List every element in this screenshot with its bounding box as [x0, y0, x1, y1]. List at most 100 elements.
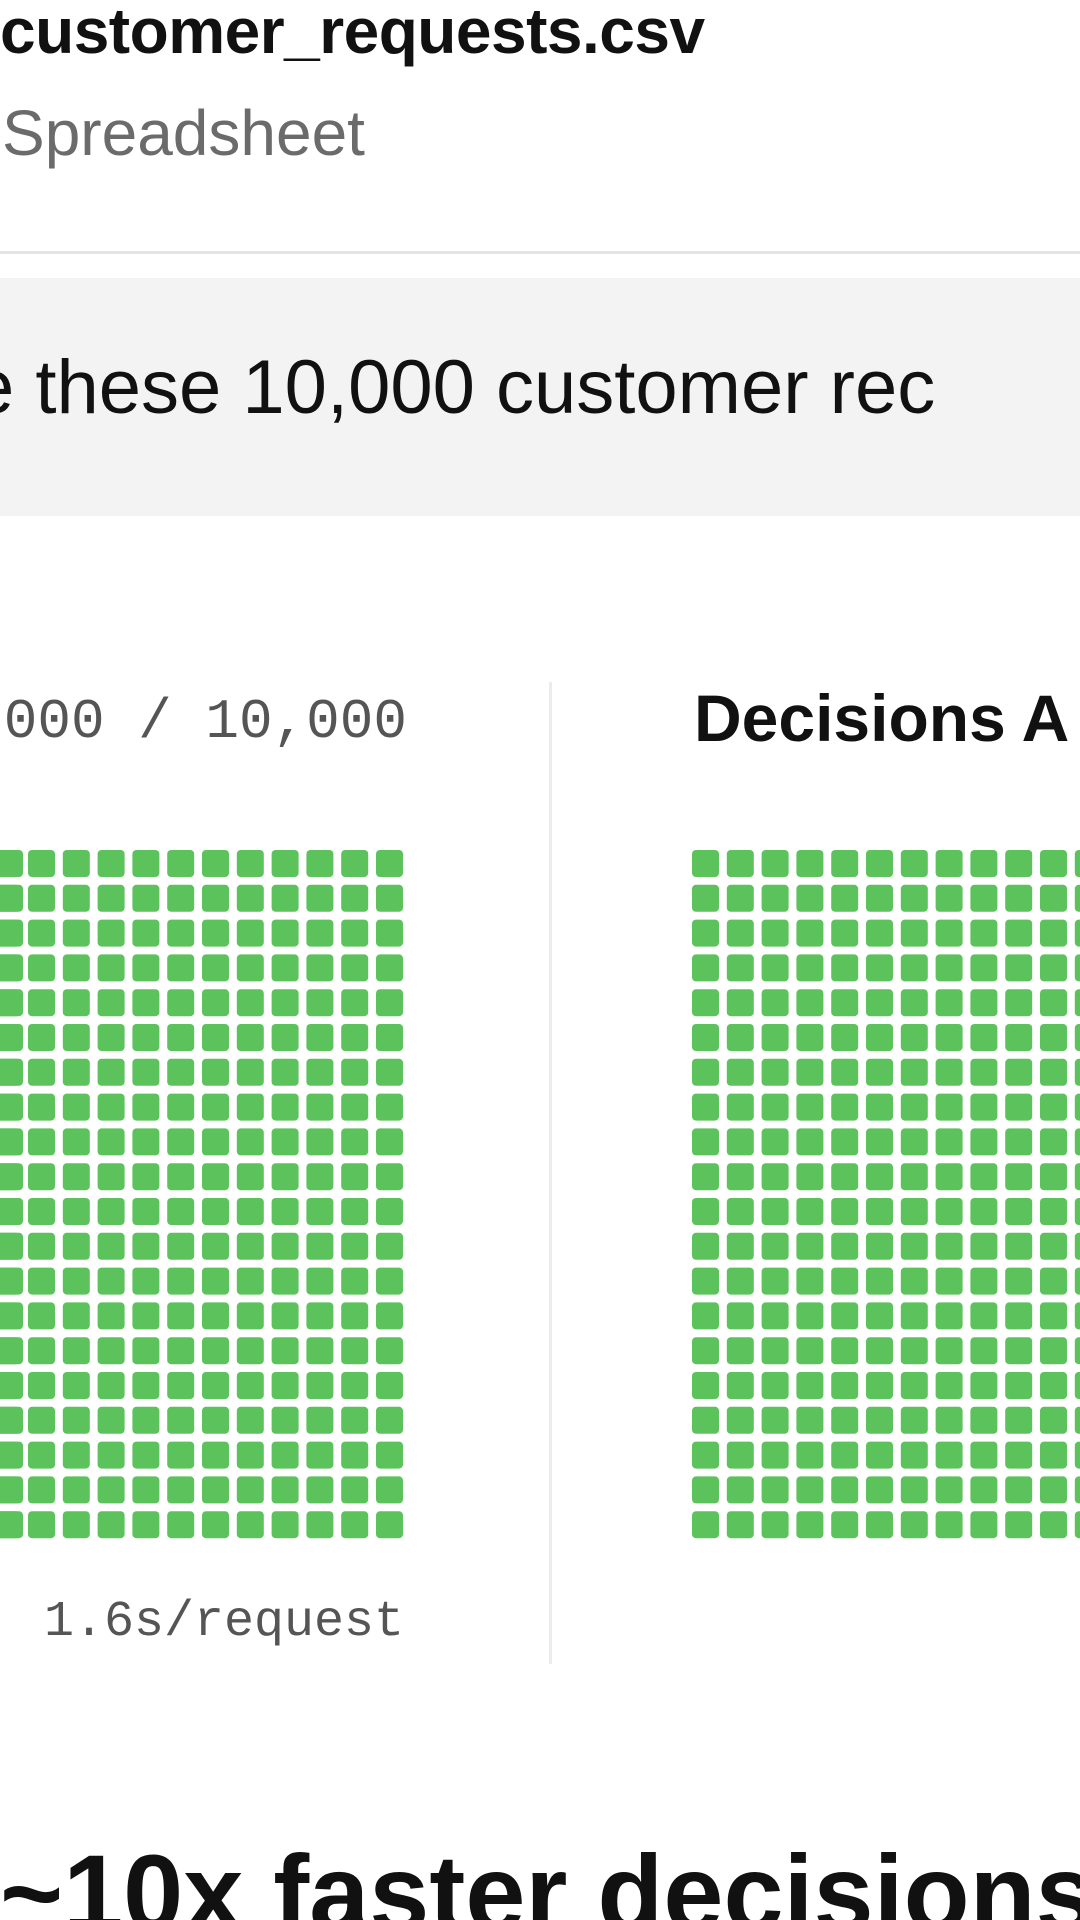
- request-cell: [62, 1024, 90, 1051]
- request-cell: [1074, 1232, 1080, 1260]
- request-cell: [726, 1267, 754, 1295]
- request-cell: [0, 1058, 21, 1086]
- request-cell: [970, 1232, 998, 1260]
- request-cell: [132, 1128, 160, 1156]
- request-cell: [726, 850, 754, 877]
- request-cell: [271, 1093, 299, 1121]
- request-cell: [132, 1232, 160, 1260]
- request-cell: [900, 884, 928, 912]
- request-cell: [62, 850, 90, 877]
- request-cell: [132, 1024, 160, 1051]
- request-cell: [97, 919, 125, 947]
- request-cell: [28, 1441, 55, 1469]
- right-panel-title: Decisions A: [694, 681, 1070, 755]
- request-cell: [692, 1058, 719, 1086]
- request-cell: [0, 1024, 21, 1051]
- request-cell: [866, 1024, 893, 1051]
- request-cell: [831, 1267, 859, 1295]
- request-cell: [236, 1128, 264, 1156]
- request-cell: [1074, 1511, 1080, 1539]
- request-cell: [1074, 1058, 1080, 1086]
- request-cell: [341, 884, 369, 912]
- request-cell: [831, 1406, 859, 1434]
- request-cell: [341, 1406, 369, 1434]
- request-cell: [866, 1198, 893, 1225]
- request-cell: [692, 1406, 719, 1434]
- request-cell: [726, 1441, 754, 1469]
- request-cell: [935, 1128, 963, 1156]
- request-cell: [62, 954, 90, 982]
- request-cell: [900, 850, 928, 877]
- request-cell: [726, 1093, 754, 1121]
- request-cell: [132, 1093, 160, 1121]
- request-cell: [271, 1058, 299, 1086]
- request-cell: [236, 1232, 264, 1260]
- request-cell: [970, 1302, 998, 1330]
- request-cell: [1074, 954, 1080, 982]
- request-cell: [866, 1163, 893, 1191]
- request-cell: [271, 884, 299, 912]
- request-cell: [271, 1267, 299, 1295]
- request-cell: [935, 1406, 963, 1434]
- request-cell: [306, 1302, 334, 1330]
- request-cell: [1074, 850, 1080, 877]
- request-cell: [271, 919, 299, 947]
- request-cell: [1074, 1337, 1080, 1365]
- request-cell: [1005, 1198, 1033, 1225]
- request-cell: [28, 1024, 55, 1051]
- request-cell: [692, 1476, 719, 1504]
- request-cell: [202, 1476, 229, 1504]
- request-cell: [1040, 1267, 1067, 1295]
- request-cell: [97, 1093, 125, 1121]
- request-cell: [28, 989, 55, 1017]
- request-cell: [271, 1232, 299, 1260]
- request-cell: [970, 1511, 998, 1539]
- request-cell: [1005, 1476, 1033, 1504]
- request-cell: [376, 1302, 403, 1330]
- request-cell: [341, 1476, 369, 1504]
- request-cell: [1005, 919, 1033, 947]
- request-cell: [306, 989, 334, 1017]
- request-cell: [0, 1163, 21, 1191]
- request-cell: [761, 1372, 789, 1399]
- request-cell: [692, 1302, 719, 1330]
- request-cell: [1074, 1024, 1080, 1051]
- request-cell: [28, 1163, 55, 1191]
- request-cell: [341, 1163, 369, 1191]
- request-cell: [271, 989, 299, 1017]
- request-cell: [900, 1476, 928, 1504]
- request-cell: [866, 1093, 893, 1121]
- request-cell: [900, 989, 928, 1017]
- request-cell: [1005, 1267, 1033, 1295]
- request-cell: [866, 919, 893, 947]
- request-cell: [970, 1441, 998, 1469]
- request-cell: [132, 884, 160, 912]
- request-cell: [0, 1441, 21, 1469]
- request-cell: [726, 1372, 754, 1399]
- request-cell: [376, 1198, 403, 1225]
- request-cell: [726, 1024, 754, 1051]
- request-cell: [167, 1406, 195, 1434]
- request-cell: [376, 1128, 403, 1156]
- request-cell: [900, 1093, 928, 1121]
- request-cell: [866, 1232, 893, 1260]
- request-cell: [692, 884, 719, 912]
- request-cell: [202, 1406, 229, 1434]
- request-cell: [1040, 850, 1067, 877]
- request-cell: [796, 989, 824, 1017]
- request-cell: [167, 1372, 195, 1399]
- request-cell: [167, 1441, 195, 1469]
- request-cell: [28, 954, 55, 982]
- request-cell: [306, 1058, 334, 1086]
- file-type-label: Spreadsheet: [2, 97, 365, 169]
- request-cell: [831, 1232, 859, 1260]
- request-cell: [97, 1372, 125, 1399]
- request-cell: [900, 1128, 928, 1156]
- request-cell: [970, 1024, 998, 1051]
- request-cell: [97, 1406, 125, 1434]
- request-cell: [0, 1198, 21, 1225]
- request-cell: [726, 954, 754, 982]
- request-cell: [271, 1476, 299, 1504]
- request-cell: [1005, 1406, 1033, 1434]
